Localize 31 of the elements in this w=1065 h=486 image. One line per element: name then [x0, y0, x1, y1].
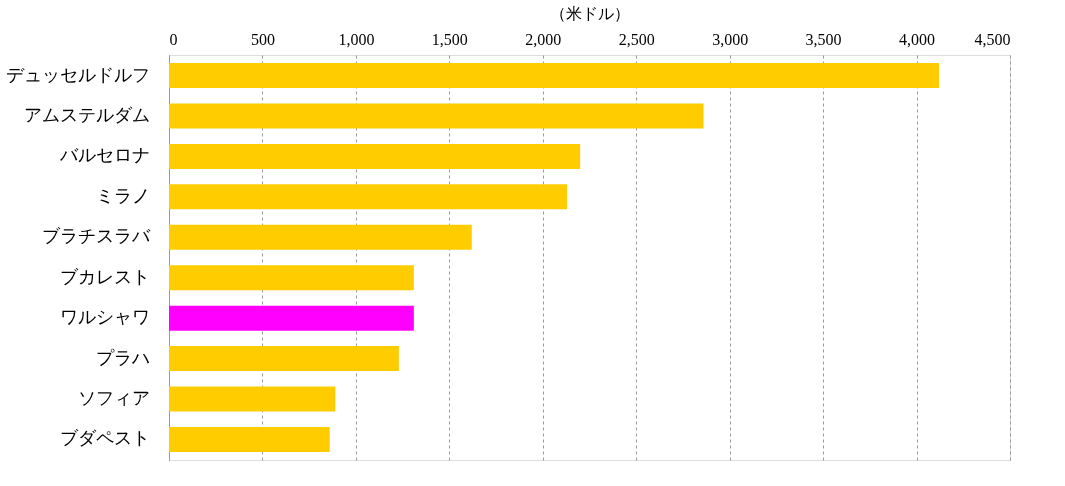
y-tick-label: プラハ: [95, 347, 150, 368]
x-tick-label: 500: [250, 30, 275, 48]
bar: [169, 346, 399, 372]
bar: [169, 265, 414, 291]
bar: [169, 305, 414, 331]
x-tick-label: 1,500: [431, 30, 468, 48]
y-tick-label: ソフィア: [77, 387, 150, 408]
x-tick-label: 1,000: [338, 30, 375, 48]
y-tick-label: ワルシャワ: [59, 307, 150, 328]
y-tick-label: ブカレスト: [59, 266, 150, 287]
y-tick-label: バルセロナ: [58, 145, 150, 166]
x-tick-label: 3,500: [805, 30, 842, 48]
bar: [169, 63, 939, 89]
y-tick-label: アムステルダム: [23, 105, 150, 126]
y-tick-label: ブダペスト: [59, 428, 150, 449]
x-tick-label: 4,000: [899, 30, 936, 48]
y-tick-label: ミラノ: [95, 185, 150, 206]
x-tick-label: 2,500: [618, 30, 655, 48]
y-tick-label: ブラチスラバ: [41, 226, 151, 247]
x-tick-label: 2,000: [525, 30, 562, 48]
x-tick-label: 3,000: [712, 30, 749, 48]
bar: [169, 224, 472, 250]
x-axis-title: （米ドル）: [550, 4, 630, 22]
bar: [169, 184, 568, 210]
bar: [169, 143, 581, 169]
x-tick-label: 4,500: [974, 30, 1011, 48]
bar: [169, 386, 336, 412]
y-tick-label: デュッセルドルフ: [5, 64, 150, 85]
bar: [169, 426, 330, 452]
bar: [169, 103, 704, 129]
x-tick-label: 0: [169, 30, 178, 48]
